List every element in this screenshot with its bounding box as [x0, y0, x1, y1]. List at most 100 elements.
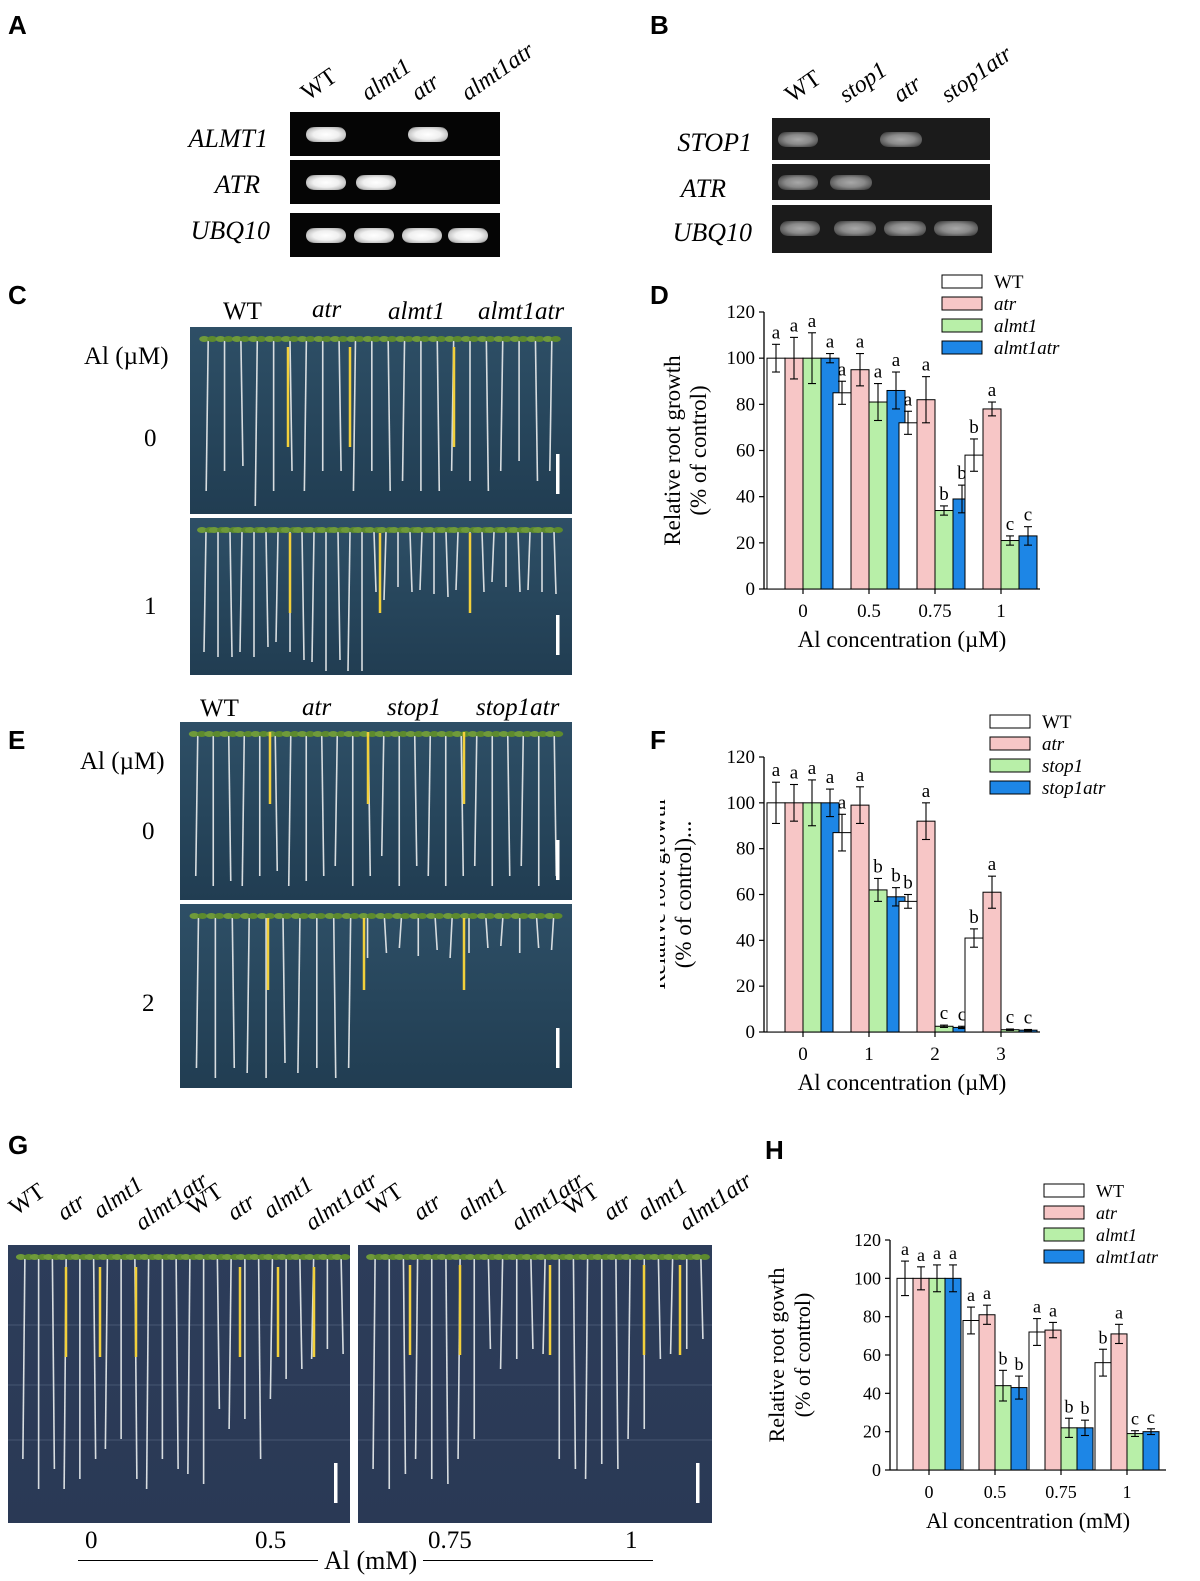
bar: [1028, 1331, 1046, 1471]
seedling: [514, 731, 533, 867]
seedling: [379, 336, 398, 492]
significance-letter: c: [1006, 514, 1014, 535]
y-tick-label: 20: [736, 976, 755, 997]
genotype-label: almt1: [388, 298, 445, 325]
seedling: [437, 527, 455, 598]
seedling: [269, 527, 287, 643]
seedling: [529, 731, 548, 886]
seedling: [307, 913, 326, 1068]
seedling: [328, 731, 347, 867]
seedling: [411, 336, 430, 491]
significance-letter: b: [903, 873, 913, 894]
condition-label: 0: [144, 425, 157, 452]
x-axis-title: Al concentration (µM): [798, 627, 1007, 652]
y-tick-label: 120: [727, 747, 756, 768]
lane-label: atr: [888, 70, 927, 109]
seedling-photo: [8, 1245, 350, 1523]
legend-label: almt1: [994, 316, 1037, 337]
seedling-photo: [358, 1245, 712, 1523]
seedling: [222, 1254, 241, 1430]
seedling: [460, 913, 478, 953]
bar: [912, 1277, 930, 1471]
y-tick-label: 0: [746, 579, 756, 600]
lane-label: stop1: [834, 57, 893, 109]
seedling: [29, 1254, 48, 1489]
x-tick-label: 1: [864, 1044, 874, 1065]
bar: [964, 454, 984, 590]
significance-letter: a: [922, 781, 931, 802]
seedling: [395, 336, 414, 482]
seedling: [507, 1254, 526, 1359]
bar: [1126, 1433, 1144, 1471]
seedling: [409, 913, 428, 956]
seedling: [305, 527, 323, 663]
significance-letter: c: [1024, 1007, 1032, 1028]
bar: [1000, 540, 1020, 590]
seedling: [346, 336, 365, 492]
seedling: [248, 336, 267, 507]
seedling: [564, 1254, 583, 1470]
y-axis-title: Relative root gowth: [764, 1268, 789, 1443]
bar: [784, 357, 804, 590]
seedling: [332, 1254, 350, 1355]
seedling: [277, 1254, 296, 1379]
seedling: [43, 1254, 62, 1470]
significance-letter: a: [1049, 1300, 1057, 1320]
y-tick-label: 60: [736, 885, 755, 906]
seedling: [498, 731, 517, 877]
gel-strip-ubq10: [772, 205, 992, 253]
significance-letter: a: [808, 311, 817, 332]
genotype-label: WT: [223, 298, 262, 325]
seedling: [245, 527, 263, 657]
seedling: [526, 336, 545, 482]
seedling: [425, 527, 443, 594]
seedling: [461, 336, 479, 481]
seedling: [293, 527, 311, 661]
lane-label: almt1atr: [456, 37, 540, 107]
seedling: [401, 527, 419, 593]
gel-strip-stop1: [772, 118, 990, 160]
seedling: [422, 1254, 441, 1479]
seedling: [194, 1254, 213, 1484]
seedling: [215, 336, 234, 471]
significance-letter: a: [988, 380, 997, 401]
bar: [832, 832, 852, 1033]
seedling: [493, 913, 512, 947]
significance-letter: a: [904, 389, 913, 410]
concentration-label: 0: [85, 1527, 98, 1554]
significance-letter: b: [873, 856, 883, 877]
y-tick-label: 120: [854, 1230, 881, 1250]
seedling: [358, 913, 377, 958]
significance-letter: c: [1006, 1007, 1014, 1028]
significance-letter: b: [969, 907, 979, 928]
x-tick-label: 0.5: [857, 601, 881, 622]
seedling: [578, 1254, 597, 1480]
seedling: [536, 1254, 555, 1355]
y-axis-title: Relative root growth: [660, 799, 670, 990]
y-tick-label: 120: [727, 302, 756, 323]
y-tick-label: 80: [736, 839, 755, 860]
genotype-label: WT: [4, 1178, 50, 1222]
seedling: [197, 527, 215, 653]
y-axis-title: (% of control): [790, 1293, 815, 1418]
bar: [964, 937, 984, 1033]
significance-letter: b: [1065, 1396, 1074, 1416]
seedling: [281, 731, 300, 887]
seedling: [231, 336, 250, 467]
seedling: [380, 1254, 399, 1489]
seedling: [208, 1254, 227, 1410]
seedling: [235, 1254, 254, 1419]
gel-strip-atr: [772, 164, 990, 200]
legend-label: almt1atr: [994, 338, 1060, 359]
gene-label: ATR: [214, 170, 260, 199]
significance-letter: a: [826, 332, 835, 353]
bar: [868, 401, 888, 590]
y-tick-label: 100: [727, 348, 756, 369]
seedling: [477, 336, 496, 492]
seedling: [510, 336, 529, 461]
significance-letter: a: [901, 1239, 909, 1259]
significance-letter: a: [967, 1285, 975, 1305]
seedling: [223, 913, 242, 1069]
genotype-label: atr: [222, 1188, 261, 1227]
